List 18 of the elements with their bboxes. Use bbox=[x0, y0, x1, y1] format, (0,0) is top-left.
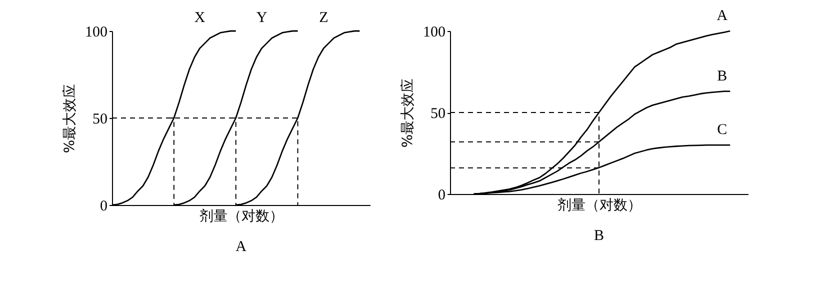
y-tick-label: 50 bbox=[92, 112, 108, 128]
y-axis-title: %最大效应 bbox=[62, 84, 78, 154]
y-tick-label: 0 bbox=[438, 188, 446, 204]
series-label: B bbox=[717, 68, 728, 84]
text: B bbox=[594, 228, 604, 244]
series-label: Y bbox=[256, 10, 268, 26]
series-label: Z bbox=[319, 10, 328, 26]
x-axis-title: 剂量（对数） bbox=[200, 208, 284, 224]
y-tick-label: 100 bbox=[85, 24, 108, 40]
y-axis-title: %最大效应 bbox=[400, 78, 416, 148]
series-label: A bbox=[716, 8, 728, 24]
y-tick-label: 100 bbox=[423, 24, 446, 40]
series-label: C bbox=[717, 122, 728, 138]
series-label: X bbox=[194, 10, 206, 26]
y-tick-label: 50 bbox=[430, 106, 446, 122]
y-tick-label: 0 bbox=[100, 198, 108, 214]
text: A bbox=[236, 239, 247, 255]
x-axis-title: 剂量（对数） bbox=[558, 198, 642, 214]
